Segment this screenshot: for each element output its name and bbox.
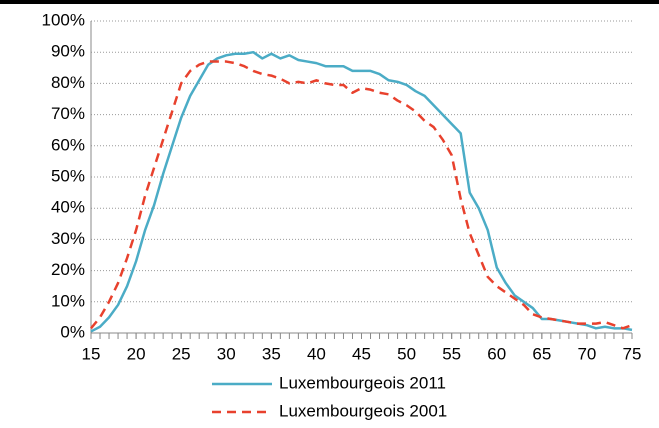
y-tick-label: 20% (51, 260, 85, 279)
series-line (90, 50, 633, 333)
x-tick-label: 45 (352, 344, 371, 363)
x-tick-label: 50 (397, 344, 416, 363)
x-tick-label: 55 (442, 344, 461, 363)
y-tick-label: 30% (51, 229, 85, 248)
legend-label: Luxembourgeois 2001 (279, 401, 447, 420)
y-tick-label: 60% (51, 135, 85, 154)
y-tick-label: 80% (51, 73, 85, 92)
top-bar (0, 0, 659, 4)
x-tick-label: 20 (127, 344, 146, 363)
y-tick-label: 90% (51, 42, 85, 61)
x-tick-label: 65 (532, 344, 551, 363)
y-tick-label: 10% (51, 291, 85, 310)
y-tick-label: 50% (51, 166, 85, 185)
y-tick-label: 70% (51, 104, 85, 123)
y-tick-label: 100% (42, 10, 85, 29)
y-tick-label: 40% (51, 198, 85, 217)
x-tick-label: 30 (217, 344, 236, 363)
x-tick-label: 40 (307, 344, 326, 363)
x-tick-label: 15 (82, 344, 101, 363)
legend-label: Luxembourgeois 2011 (279, 373, 446, 392)
series-line (90, 60, 633, 330)
x-tick-label: 70 (577, 344, 596, 363)
x-tick-label: 60 (487, 344, 506, 363)
x-tick-label: 25 (172, 344, 191, 363)
x-tick-label: 75 (623, 344, 642, 363)
y-tick-label: 0% (60, 322, 85, 341)
x-tick-label: 35 (262, 344, 281, 363)
